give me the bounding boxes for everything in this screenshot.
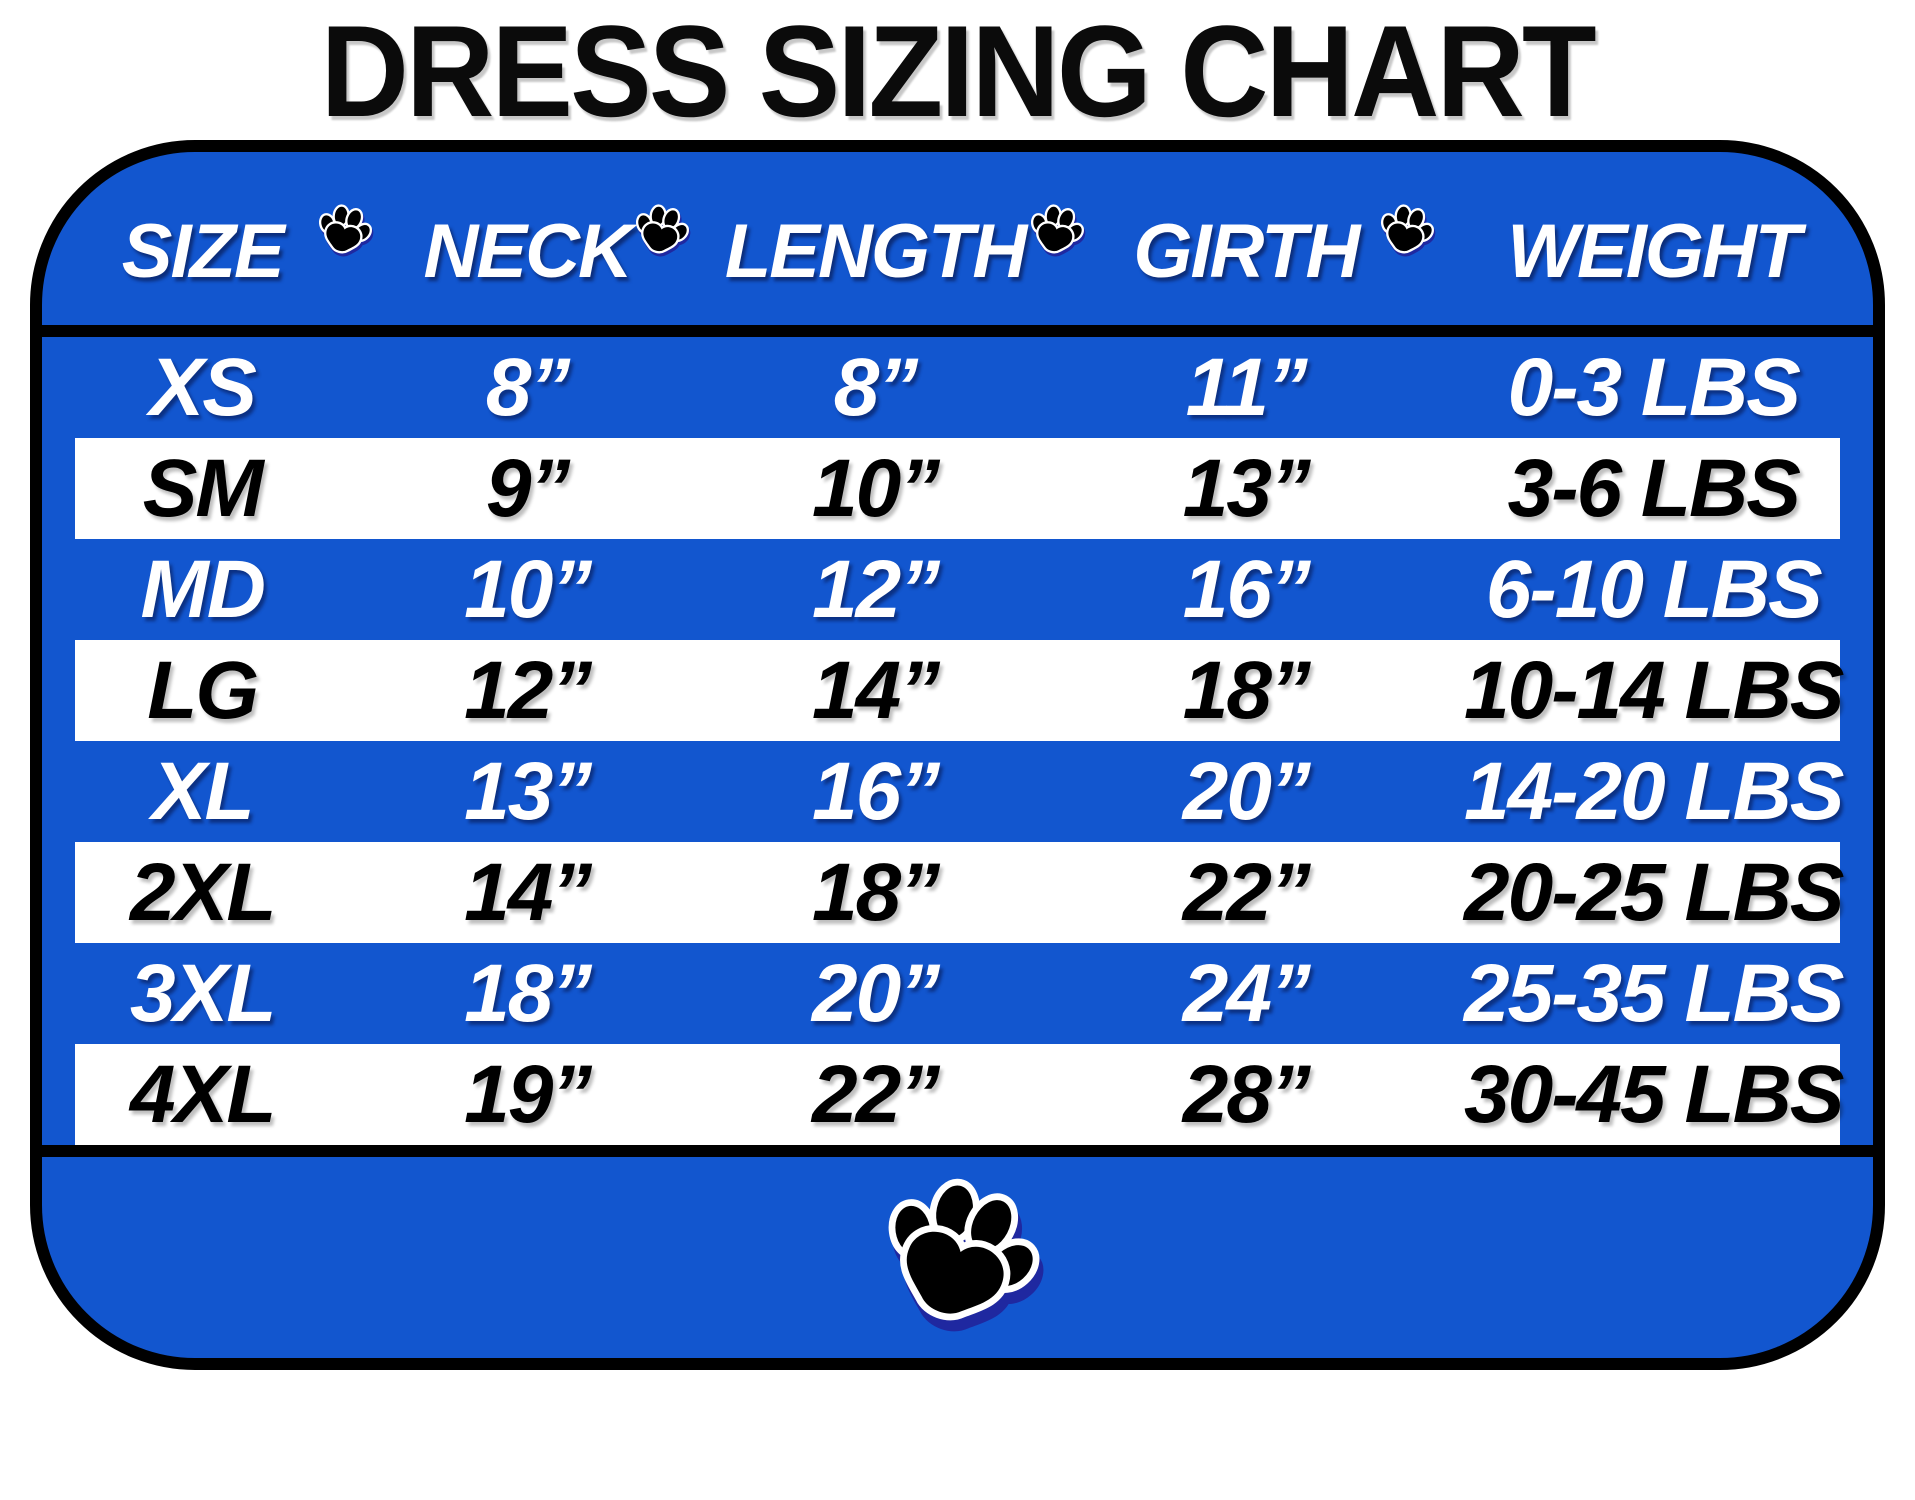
header-cell-size: SIZE [121,209,285,294]
header-cell-length: LENGTH [724,209,1027,294]
cell-neck: 13” [464,745,592,837]
cell-neck: 14” [464,846,592,938]
table-row: SM 9” 10” 13” 3-6 LBS [42,438,1873,539]
cell-length: 22” [811,1048,940,1140]
cell-girth: 22” [1182,846,1311,938]
cell-girth: 16” [1182,543,1311,635]
cell-length: 16” [811,745,940,837]
cell-length: 14” [811,644,940,736]
table-body: XS 8” 8” 11” 0-3 LBS SM 9” 10” 13” 3-6 L… [42,337,1873,1145]
table-row: XS 8” 8” 11” 0-3 LBS [42,337,1873,438]
cell-length: 20” [811,947,940,1039]
table-row: 3XL 18” 20” 24” 25-35 LBS [42,943,1873,1044]
cell-weight: 20-25 LBS [1463,846,1845,938]
cell-size: MD [140,543,266,635]
cell-neck: 8” [485,341,571,433]
separator-line-bottom [42,1145,1873,1157]
card-footer [42,1157,1873,1358]
cell-neck: 12” [464,644,592,736]
cell-size: XS [149,341,257,433]
table-row: 4XL 19” 22” 28” 30-45 LBS [42,1044,1873,1145]
table-row: MD 10” 12” 16” 6-10 LBS [42,539,1873,640]
cell-girth: 13” [1182,442,1311,534]
cell-girth: 18” [1182,644,1311,736]
header-cell-neck: NECK [423,209,633,294]
cell-neck: 18” [464,947,592,1039]
cell-weight: 10-14 LBS [1463,644,1845,736]
table-header: SIZE NECK LENGTH GIRTH WEIGHT [42,152,1873,325]
page-title: DRESS SIZING CHART [320,0,1597,144]
cell-neck: 9” [485,442,571,534]
header-cell-weight: WEIGHT [1507,209,1801,294]
cell-girth: 11” [1185,341,1308,433]
paw-icon [846,1149,1069,1367]
cell-size: XL [151,745,255,837]
cell-length: 12” [811,543,940,635]
cell-size: LG [147,644,259,736]
separator-line-top [42,325,1873,337]
cell-weight: 6-10 LBS [1485,543,1823,635]
cell-girth: 20” [1182,745,1311,837]
table-row: 2XL 14” 18” 22” 20-25 LBS [42,842,1873,943]
cell-length: 10” [811,442,940,534]
sizing-card: SIZE NECK LENGTH GIRTH WEIGHT [30,140,1885,1370]
title-bar: DRESS SIZING CHART [0,6,1915,144]
cell-weight: 3-6 LBS [1507,442,1801,534]
cell-size: 2XL [130,846,276,938]
table-row: XL 13” 16” 20” 14-20 LBS [42,741,1873,842]
cell-neck: 19” [464,1048,592,1140]
cell-girth: 28” [1182,1048,1311,1140]
cell-size: 3XL [130,947,276,1039]
cell-size: 4XL [130,1048,276,1140]
header-cell-girth: GIRTH [1133,209,1360,294]
cell-girth: 24” [1182,947,1311,1039]
cell-weight: 14-20 LBS [1463,745,1845,837]
cell-weight: 25-35 LBS [1463,947,1845,1039]
cell-length: 8” [833,341,919,433]
cell-weight: 0-3 LBS [1507,341,1801,433]
cell-size: SM [142,442,264,534]
table-row: LG 12” 14” 18” 10-14 LBS [42,640,1873,741]
cell-neck: 10” [464,543,592,635]
cell-length: 18” [811,846,940,938]
cell-weight: 30-45 LBS [1463,1048,1845,1140]
